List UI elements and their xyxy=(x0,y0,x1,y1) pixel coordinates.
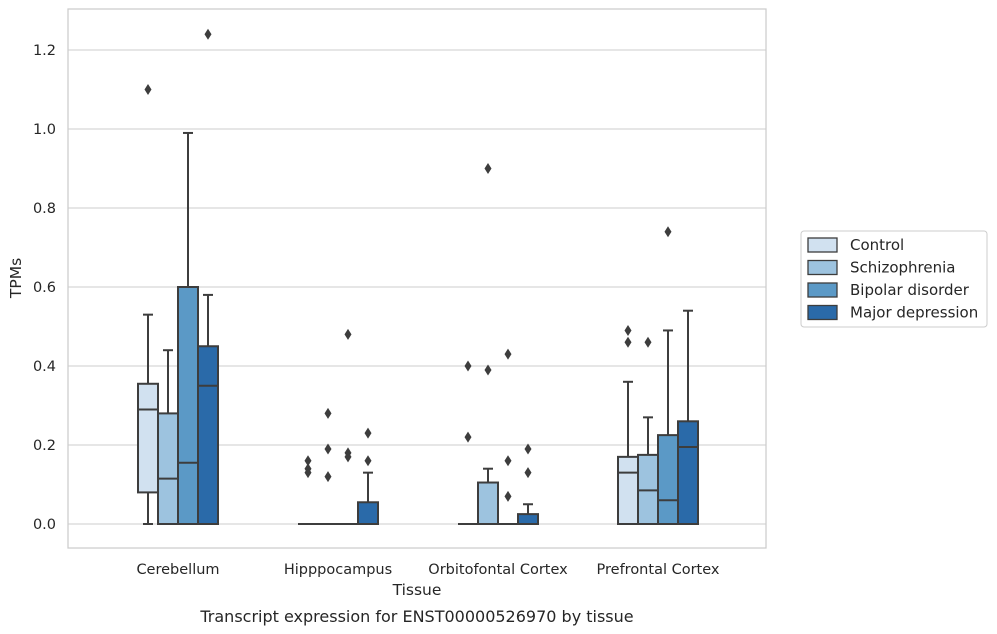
outlier-point xyxy=(344,451,352,463)
y-tick-label: 0.0 xyxy=(33,517,56,533)
outlier-point xyxy=(504,348,512,360)
box-bipolar-disorder xyxy=(338,328,358,525)
box-body xyxy=(197,345,219,525)
legend-swatch xyxy=(807,304,838,321)
box-body xyxy=(617,455,639,526)
y-tick-label: 0.2 xyxy=(33,438,56,454)
box-major-depression xyxy=(357,427,379,525)
legend-entry: Schizophrenia xyxy=(850,259,955,277)
outlier-point xyxy=(504,455,512,467)
outlier-point xyxy=(624,324,632,336)
box-body xyxy=(477,481,499,525)
legend-entry: Control xyxy=(850,236,904,254)
x-tick-label: Cerebellum xyxy=(136,562,219,578)
outlier-point xyxy=(304,467,312,479)
legend-entry: Bipolar disorder xyxy=(850,281,970,299)
y-axis-label: TPMs xyxy=(7,258,25,299)
x-axis-label: Tissue xyxy=(392,581,442,599)
box-control xyxy=(458,360,478,525)
outlier-point xyxy=(204,28,212,40)
outlier-point xyxy=(324,443,332,455)
box-body xyxy=(517,513,539,525)
x-tick-label: Orbitofontal Cortex xyxy=(428,562,568,578)
outlier-point xyxy=(464,431,472,443)
box-bipolar-disorder xyxy=(498,348,518,525)
box-series xyxy=(137,28,699,526)
legend-swatch xyxy=(807,282,838,298)
y-tick-label: 0.6 xyxy=(33,280,56,296)
box-control xyxy=(298,455,318,525)
outlier-point xyxy=(524,467,532,479)
legend-swatch xyxy=(807,259,838,276)
outlier-point xyxy=(504,490,512,502)
legend-entry: Major depression xyxy=(850,304,978,322)
y-tick-labels: 0.0 0.2 0.4 0.6 0.8 1.0 1.2 xyxy=(33,43,56,533)
legend-swatch xyxy=(807,237,838,253)
x-tick-label: Hipppocampus xyxy=(284,562,392,578)
chart-caption: Transcript expression for ENST0000052697… xyxy=(199,607,633,626)
box-major-depression xyxy=(677,309,699,525)
box-body xyxy=(357,501,379,525)
box-major-depression xyxy=(517,443,539,525)
outlier-point xyxy=(364,455,372,467)
box-schizophrenia xyxy=(318,407,338,525)
outlier-point xyxy=(524,443,532,455)
outlier-point xyxy=(484,364,492,376)
box-schizophrenia xyxy=(157,349,179,525)
y-tick-label: 0.4 xyxy=(33,359,56,375)
outlier-point xyxy=(644,336,652,348)
outlier-point xyxy=(324,471,332,483)
box-body xyxy=(137,382,159,494)
outlier-point xyxy=(624,336,632,348)
outlier-point xyxy=(464,360,472,372)
box-body xyxy=(657,434,679,525)
legend: Control Schizophrenia Bipolar disorder Majo… xyxy=(800,230,988,328)
box-major-depression xyxy=(197,28,219,525)
y-tick-label: 1.2 xyxy=(33,43,56,59)
box-control xyxy=(137,84,159,525)
outlier-point xyxy=(304,455,312,467)
outlier-point xyxy=(664,226,672,238)
box-body xyxy=(177,286,199,525)
box-body xyxy=(157,412,179,525)
box-control xyxy=(617,324,639,526)
y-tick-label: 1.0 xyxy=(33,122,56,138)
outlier-point xyxy=(144,84,152,95)
box-schizophrenia xyxy=(477,163,499,525)
outlier-point xyxy=(364,427,372,439)
x-tick-label: Prefrontal Cortex xyxy=(597,562,720,578)
x-tick-labels: Cerebellum Hipppocampus Orbitofontal Corte… xyxy=(136,562,719,578)
plot-frame xyxy=(67,8,767,549)
outlier-point xyxy=(344,328,352,340)
outlier-point xyxy=(324,407,332,419)
legend-frame xyxy=(800,230,988,328)
box-body xyxy=(677,420,699,525)
y-tick-label: 0.8 xyxy=(33,201,56,217)
outlier-point xyxy=(484,163,492,174)
